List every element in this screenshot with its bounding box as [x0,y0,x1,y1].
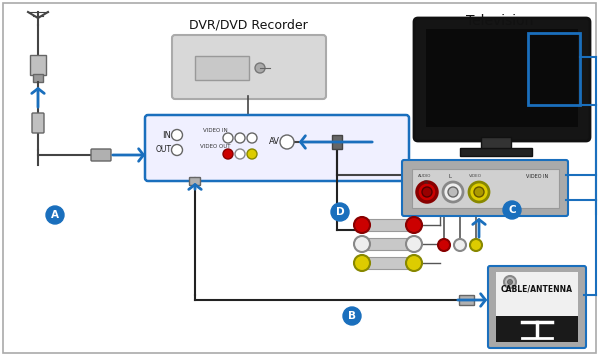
Circle shape [172,145,182,156]
Circle shape [454,239,466,251]
Circle shape [235,133,245,143]
Circle shape [443,182,463,202]
Text: B: B [348,311,356,321]
Text: CABLE/ANTENNA: CABLE/ANTENNA [501,285,573,294]
Circle shape [406,255,422,271]
Circle shape [354,217,370,233]
Circle shape [504,276,516,288]
FancyBboxPatch shape [363,238,413,250]
FancyBboxPatch shape [91,149,111,161]
Text: AV: AV [269,137,280,147]
FancyBboxPatch shape [481,137,511,149]
Text: VIDEO OUT: VIDEO OUT [200,143,230,148]
Circle shape [438,239,450,251]
FancyBboxPatch shape [30,55,46,75]
Text: A: A [51,210,59,220]
Circle shape [474,187,484,197]
Circle shape [417,182,437,202]
Circle shape [235,149,245,159]
Circle shape [354,255,370,271]
FancyBboxPatch shape [496,272,578,317]
FancyBboxPatch shape [363,257,413,269]
FancyBboxPatch shape [33,74,43,82]
Text: VIDEO: VIDEO [469,174,482,178]
Circle shape [422,187,432,197]
Circle shape [172,130,182,141]
Text: DVR/DVD Recorder: DVR/DVD Recorder [188,19,307,32]
Circle shape [223,149,233,159]
Circle shape [470,239,482,251]
Circle shape [343,307,361,325]
Text: L: L [449,173,452,178]
Text: Television: Television [466,14,533,28]
Circle shape [469,182,489,202]
Text: IN: IN [163,131,172,140]
Circle shape [280,135,294,149]
FancyBboxPatch shape [32,113,44,133]
FancyBboxPatch shape [190,178,200,185]
FancyBboxPatch shape [332,135,342,149]
FancyBboxPatch shape [412,169,559,208]
FancyBboxPatch shape [195,56,249,80]
Text: VIDEO IN: VIDEO IN [526,174,548,179]
FancyBboxPatch shape [460,295,475,305]
Circle shape [508,279,512,284]
Circle shape [406,217,422,233]
Circle shape [331,203,349,221]
FancyBboxPatch shape [426,29,578,127]
FancyBboxPatch shape [488,266,586,348]
FancyBboxPatch shape [363,219,413,231]
Text: C: C [508,205,516,215]
Circle shape [247,133,257,143]
FancyBboxPatch shape [402,160,568,216]
Circle shape [247,149,257,159]
Text: OUT: OUT [156,146,172,155]
Text: R: R [424,179,428,184]
FancyBboxPatch shape [145,115,409,181]
Circle shape [255,63,265,73]
Circle shape [223,133,233,143]
Circle shape [406,236,422,252]
Text: AUDIO: AUDIO [418,174,431,178]
Text: D: D [335,207,344,217]
FancyBboxPatch shape [3,3,596,353]
Text: VIDEO IN: VIDEO IN [203,127,227,132]
Circle shape [46,206,64,224]
FancyBboxPatch shape [496,316,578,342]
FancyBboxPatch shape [460,148,532,156]
Circle shape [448,187,458,197]
Circle shape [503,201,521,219]
FancyBboxPatch shape [172,35,326,99]
Circle shape [354,236,370,252]
FancyBboxPatch shape [414,18,590,141]
